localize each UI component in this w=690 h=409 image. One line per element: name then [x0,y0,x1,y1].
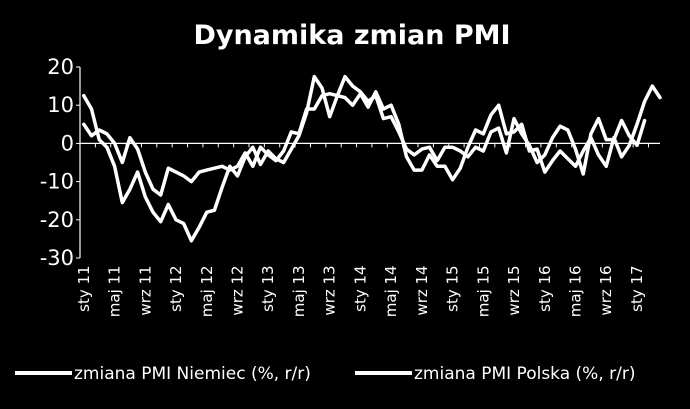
series-group [82,74,662,243]
y-tick-label: -10 [40,170,74,194]
legend-label-niemiec: zmiana PMI Niemiec (%, r/r) [74,364,311,384]
x-tick-label: maj 16 [566,265,584,317]
y-tick-label: -30 [40,246,74,270]
x-tick-label: sty 16 [536,265,554,311]
x-tick-label: wrz 12 [228,265,246,315]
legend-label-polska: zmiana PMI Polska (%, r/r) [414,364,635,384]
chart-title: Dynamika zmian PMI [193,20,510,51]
y-tick-label: -20 [40,208,74,232]
x-tick-label: maj 13 [290,265,308,317]
legend-item-niemiec: zmiana PMI Niemiec (%, r/r) [15,364,311,384]
legend: zmiana PMI Niemiec (%, r/r) zmiana PMI P… [15,364,635,384]
x-tick-label: wrz 13 [321,265,339,315]
x-tick-label: sty 15 [444,265,462,311]
x-tick-label: sty 14 [351,265,369,311]
series-line-polska [82,74,647,197]
legend-item-polska: zmiana PMI Polska (%, r/r) [355,364,635,384]
y-tick-label: 10 [47,93,74,117]
x-tick-label: maj 12 [198,265,216,317]
x-axis: sty 11 maj 11 wrz 11 sty 12 maj 12 wrz 12 sty … [75,143,649,317]
x-tick-label: sty 12 [167,265,185,311]
x-tick-label: maj 14 [382,265,400,317]
x-tick-label: wrz 15 [505,265,523,315]
x-tick-label: wrz 11 [136,265,154,315]
x-tick-label: sty 17 [628,265,646,311]
x-tick-label: maj 11 [106,265,124,317]
y-tick-label: 20 [47,55,74,79]
x-tick-label: maj 15 [474,265,492,317]
x-tick-label: sty 11 [75,265,93,311]
x-tick-label: sty 13 [259,265,277,311]
y-tick-label: 0 [61,131,74,155]
x-tick-label: wrz 16 [597,265,615,315]
series-line-niemiec [82,74,662,243]
y-axis: 20 10 0 -10 -20 -30 [40,55,80,270]
x-tick-label: wrz 14 [413,265,431,315]
